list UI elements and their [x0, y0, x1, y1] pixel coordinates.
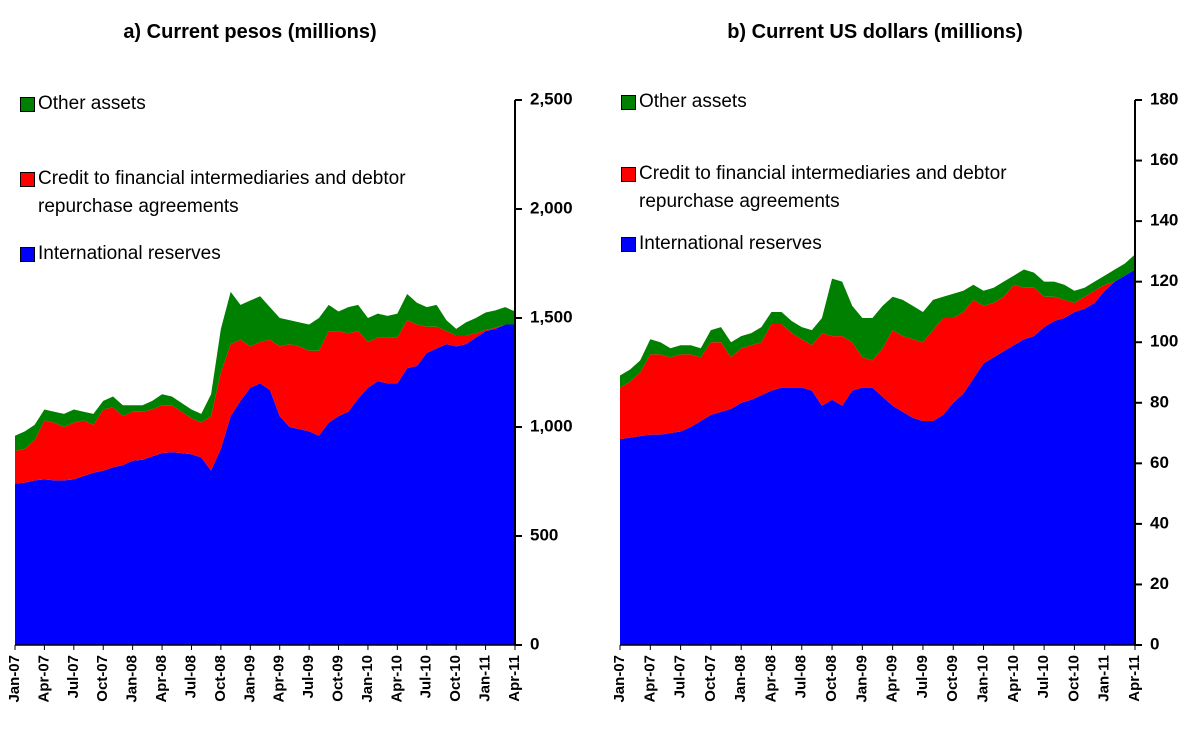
legend-label: Other assets [639, 91, 747, 112]
x-tick-label: Apr-09 [884, 655, 901, 703]
legend-label: Credit to financial intermediaries and d… [38, 168, 406, 217]
y-tick-label: 20 [1150, 574, 1169, 593]
x-tick-label: Jan-11 [477, 655, 494, 702]
legend-swatch [20, 97, 35, 112]
legend-swatch [20, 247, 35, 262]
x-tick-label: Oct-09 [944, 655, 961, 702]
y-tick-label: 1,000 [530, 416, 573, 435]
x-tick-label: Oct-08 [823, 655, 840, 702]
x-tick-label: Apr-07 [641, 655, 658, 703]
legend-label: International reserves [38, 243, 221, 264]
x-tick-label: Oct-10 [1065, 655, 1082, 702]
x-tick-label: Jan-10 [974, 655, 991, 703]
x-tick-label: Jan-07 [611, 655, 628, 703]
x-tick-label: Apr-08 [762, 655, 779, 703]
x-tick-label: Oct-07 [702, 655, 719, 702]
x-tick-label: Jul-08 [793, 655, 810, 698]
x-tick-label: Jan-09 [853, 655, 870, 703]
legend-swatch [621, 167, 636, 182]
x-tick-label: Oct-09 [329, 655, 346, 702]
y-tick-label: 2,500 [530, 89, 573, 108]
legend-swatch [621, 95, 636, 110]
legend-item: Other assets [621, 88, 1041, 116]
legend-label: International reserves [639, 233, 822, 254]
x-tick-label: Apr-10 [1005, 655, 1022, 703]
x-tick-label: Apr-11 [506, 655, 523, 702]
y-tick-label: 0 [1150, 634, 1159, 653]
y-tick-label: 100 [1150, 332, 1178, 351]
legend-item: Credit to financial intermediaries and d… [20, 165, 450, 221]
chart-title: a) Current pesos (millions) [123, 21, 376, 43]
legend-swatch [621, 237, 636, 252]
x-tick-label: Jul-10 [418, 655, 435, 698]
legend-item: Other assets [20, 90, 450, 118]
x-tick-label: Apr-10 [388, 655, 405, 703]
y-tick-label: 180 [1150, 89, 1178, 108]
x-tick-label: Jan-07 [6, 655, 23, 703]
x-tick-label: Oct-07 [94, 655, 111, 702]
legend-item: International reserves [621, 230, 1041, 258]
x-tick-label: Jan-08 [732, 655, 749, 703]
area [15, 320, 515, 484]
x-tick-label: Jan-10 [359, 655, 376, 703]
y-tick-label: 0 [530, 634, 539, 653]
y-tick-label: 1,500 [530, 307, 573, 326]
y-tick-label: 60 [1150, 453, 1169, 472]
x-tick-label: Oct-10 [447, 655, 464, 702]
y-tick-label: 80 [1150, 392, 1169, 411]
y-tick-label: 40 [1150, 513, 1169, 532]
area [15, 324, 515, 645]
x-tick-label: Jul-07 [65, 655, 82, 698]
x-tick-label: Jul-07 [672, 655, 689, 698]
legend-label: Credit to financial intermediaries and d… [639, 163, 1007, 212]
area [620, 269, 1135, 440]
y-tick-label: 500 [530, 525, 558, 544]
x-tick-label: Jan-08 [124, 655, 141, 703]
area [620, 254, 1135, 388]
x-tick-label: Jan-11 [1096, 655, 1113, 702]
x-tick-label: Apr-09 [271, 655, 288, 703]
y-tick-label: 120 [1150, 271, 1178, 290]
y-tick-label: 160 [1150, 150, 1178, 169]
y-tick-label: 140 [1150, 211, 1178, 230]
legend-item: Credit to financial intermediaries and d… [621, 160, 1041, 216]
x-tick-label: Oct-08 [212, 655, 229, 702]
x-tick-label: Apr-11 [1126, 655, 1143, 702]
x-tick-label: Jul-08 [182, 655, 199, 698]
x-tick-label: Apr-08 [153, 655, 170, 703]
area [620, 269, 1135, 645]
x-tick-label: Jul-09 [914, 655, 931, 698]
x-tick-label: Apr-07 [35, 655, 52, 703]
x-tick-label: Jul-10 [1035, 655, 1052, 698]
y-tick-label: 2,000 [530, 198, 573, 217]
area [15, 291, 515, 451]
legend-label: Other assets [38, 93, 146, 114]
x-tick-label: Jul-09 [300, 655, 317, 698]
legend-item: International reserves [20, 240, 450, 268]
chart-title: b) Current US dollars (millions) [727, 21, 1023, 43]
legend-swatch [20, 172, 35, 187]
x-tick-label: Jan-09 [241, 655, 258, 703]
